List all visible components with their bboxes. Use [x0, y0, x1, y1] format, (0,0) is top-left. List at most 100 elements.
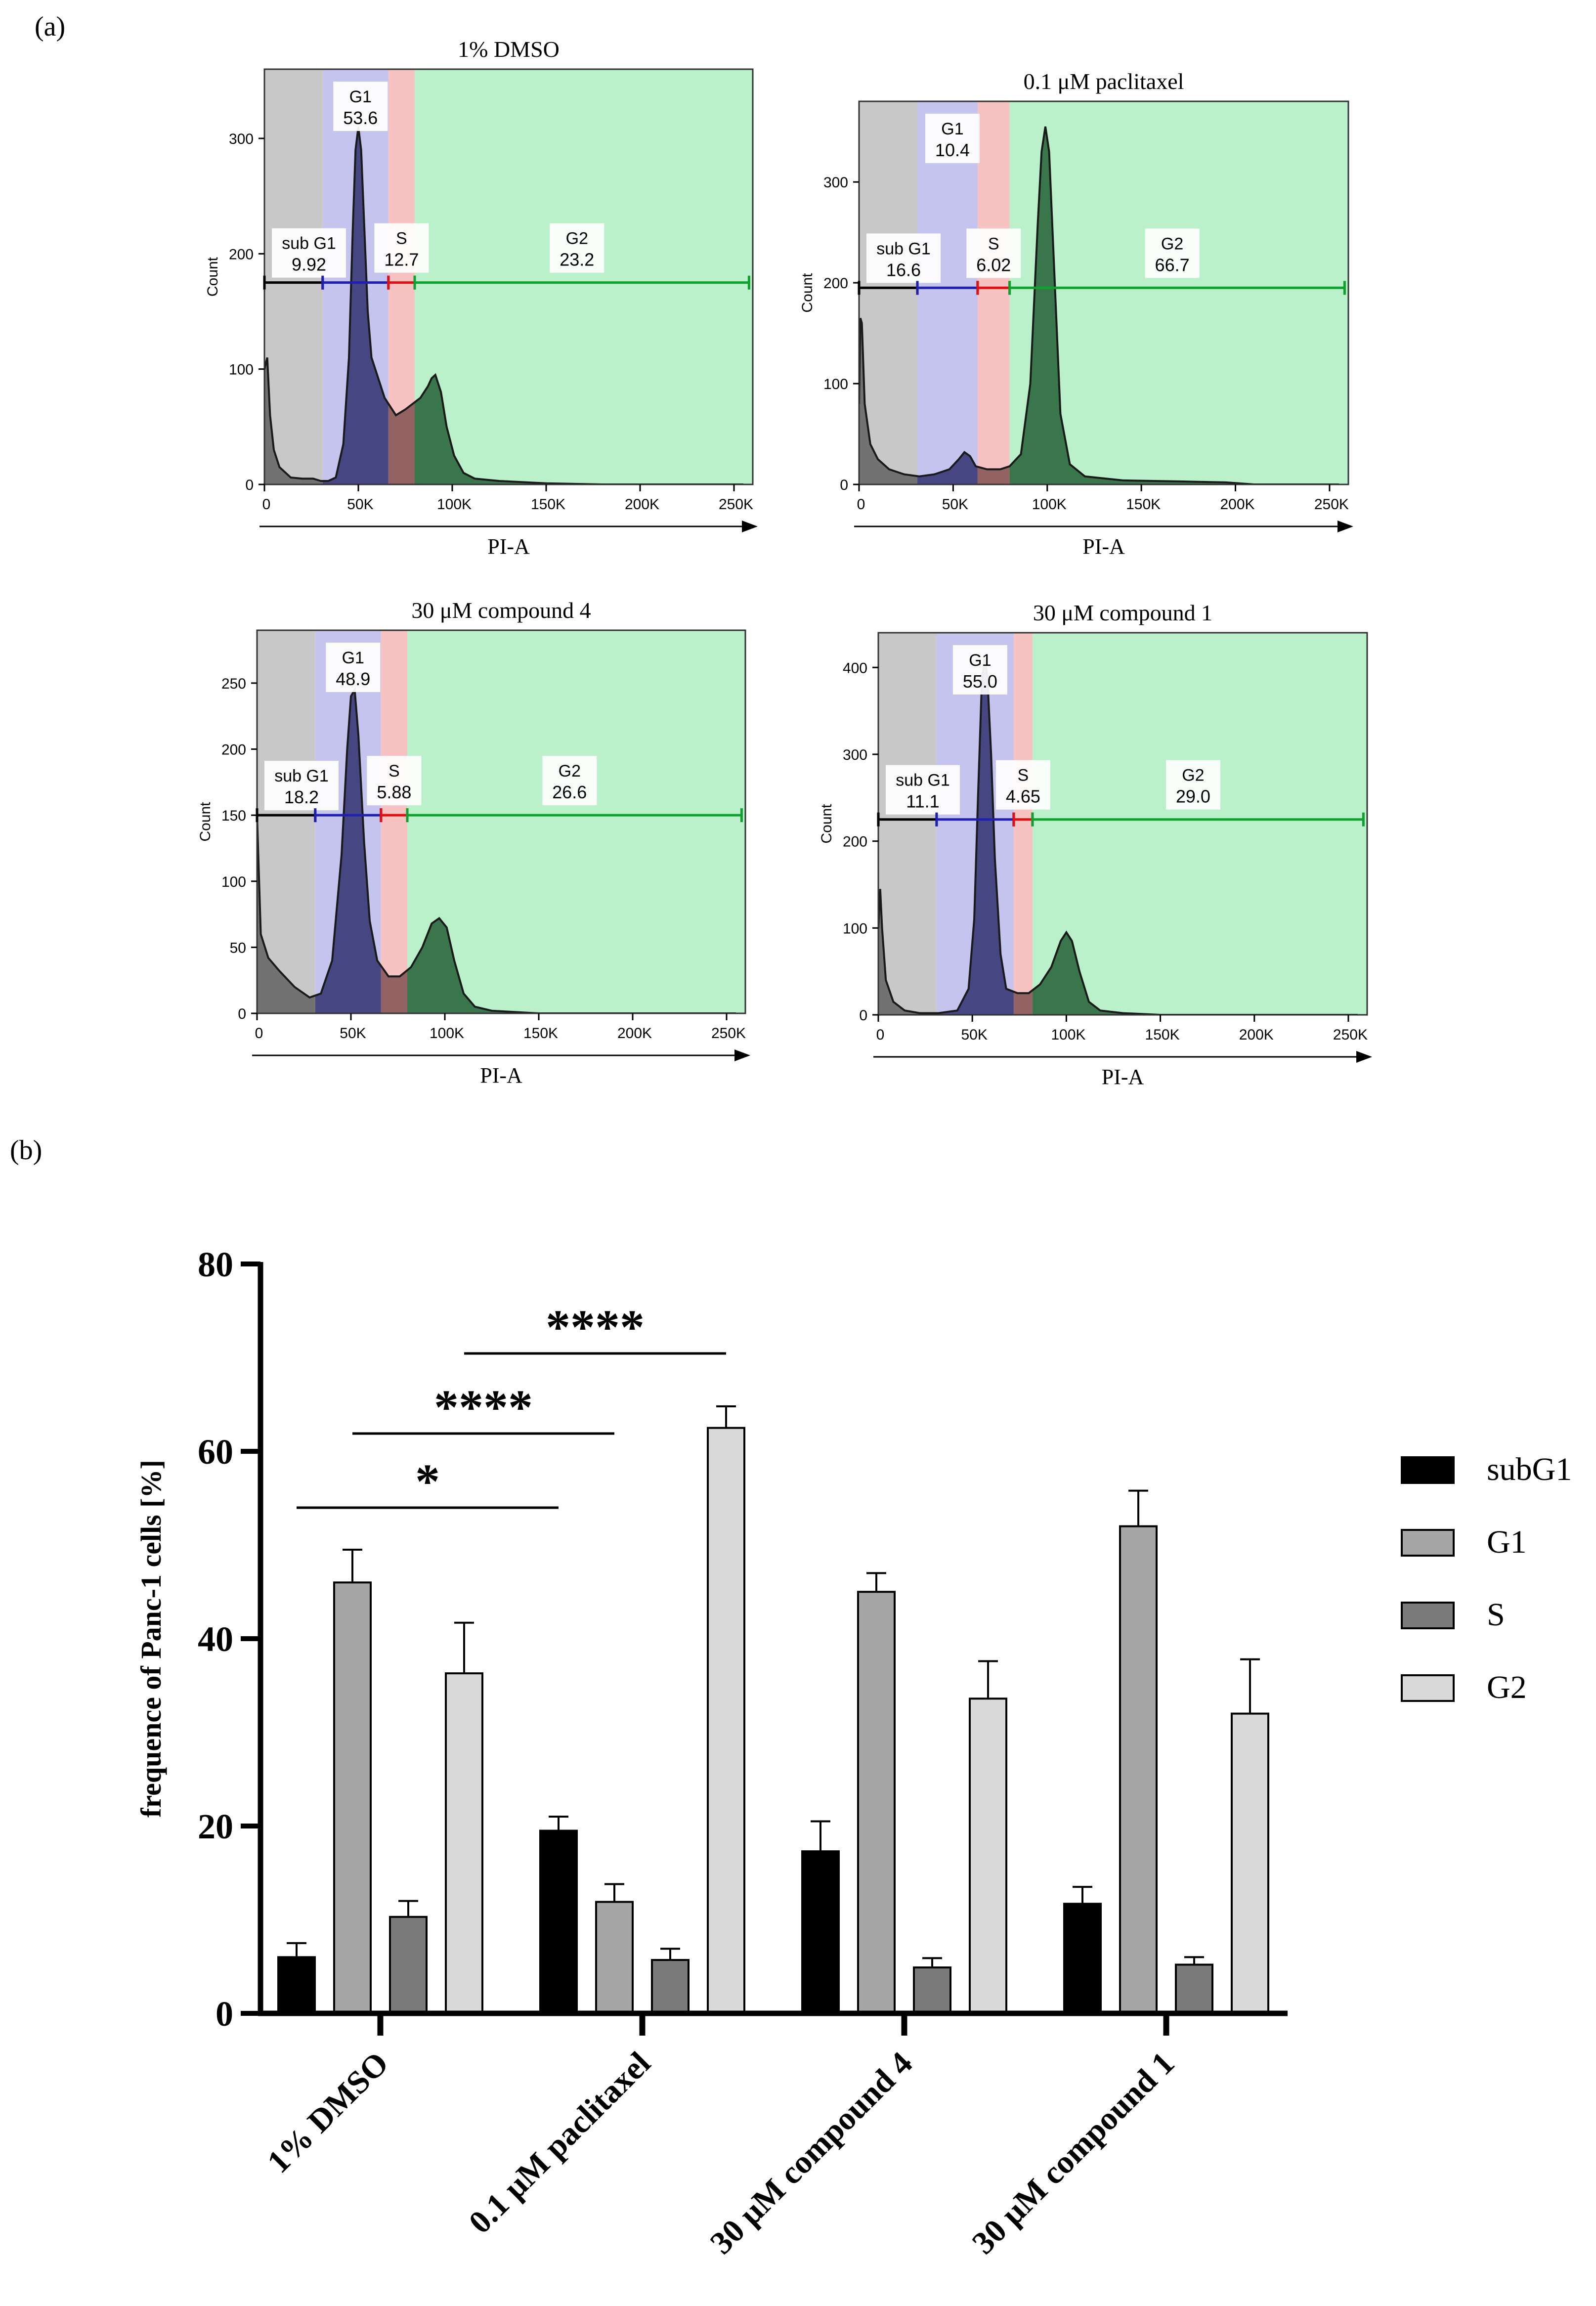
gate-percent-s: 4.65 — [1006, 786, 1040, 807]
gate-label-box-g1 — [326, 643, 381, 692]
x-tick-label: 100K — [1051, 1027, 1085, 1043]
legend-swatch-s — [1401, 1602, 1455, 1629]
y-tick-label: 80 — [198, 1245, 233, 1284]
y-tick-label: 250 — [221, 676, 246, 692]
histogram-fill-g2 — [407, 918, 736, 1013]
gate-label-box-g1 — [952, 645, 1007, 695]
y-tick-label: 0 — [216, 1994, 233, 2034]
x-tick-label: 250K — [1333, 1027, 1368, 1043]
gate-region-s — [977, 101, 1010, 484]
x-axis-label: PI-A — [1082, 534, 1125, 559]
gate-label-box-s — [966, 228, 1021, 278]
histogram-fill-subg1 — [257, 815, 315, 1013]
x-tick-label: 0 — [876, 1027, 885, 1043]
bar-subg1 — [277, 1956, 316, 2015]
gate-region-subg1 — [257, 630, 315, 1013]
bar-g2 — [969, 1697, 1007, 2014]
x-axis-arrow-head — [742, 521, 758, 532]
x-tick-label: 50K — [942, 496, 968, 513]
gate-label-box-s — [367, 756, 422, 806]
x-tick-label: 50K — [961, 1027, 987, 1043]
gate-label-box-g2 — [1165, 760, 1220, 810]
histogram-fill-g1 — [917, 452, 978, 484]
y-tick-label: 0 — [840, 477, 848, 493]
panel-label-b: (b) — [10, 1135, 42, 1166]
bar-s — [651, 1958, 690, 2015]
panel-title: 30 μM compound 4 — [411, 598, 591, 623]
gate-name-g1: G1 — [349, 87, 372, 106]
x-tick-label: 150K — [1126, 496, 1161, 513]
bar-g1 — [333, 1581, 372, 2015]
x-axis-arrow-head — [734, 1049, 750, 1061]
panel-title: 30 μM compound 1 — [1033, 600, 1212, 625]
gate-percent-g2: 26.6 — [552, 782, 587, 802]
significance-label: **** — [546, 1300, 645, 1354]
histogram-fill-g2 — [1032, 932, 1358, 1015]
x-axis-arrow-head — [1356, 1051, 1372, 1063]
gate-name-subg1: sub G1 — [896, 771, 950, 790]
y-tick-label: 300 — [823, 174, 848, 191]
y-tick-label: 400 — [843, 660, 867, 676]
y-tick-label: 300 — [843, 747, 867, 763]
gate-percent-g2: 66.7 — [1155, 255, 1190, 275]
y-tick-label: 200 — [221, 742, 246, 758]
gate-label-box-g2 — [1145, 228, 1200, 278]
gate-name-g1: G1 — [941, 120, 963, 138]
y-tick-label: 60 — [198, 1432, 233, 1472]
y-tick-label: 0 — [238, 1006, 246, 1022]
histogram-fill-s — [977, 466, 1010, 484]
legend-swatch-subg1 — [1401, 1456, 1455, 1484]
y-axis-label: Count — [819, 804, 835, 844]
gate-name-g2: G2 — [559, 762, 581, 781]
bar-g2 — [707, 1427, 745, 2014]
x-tick-label: 100K — [1032, 496, 1067, 513]
bar-subg1 — [539, 1829, 578, 2015]
y-axis-label: Count — [197, 802, 214, 842]
y-axis-label: frequence of Panc-1 cells [%] — [135, 1460, 167, 1818]
gate-percent-g2: 23.2 — [560, 250, 594, 270]
bar-g2 — [445, 1672, 483, 2014]
bar-g2 — [1231, 1712, 1269, 2015]
gate-region-subg1 — [859, 101, 918, 484]
bar-s — [913, 1966, 951, 2015]
gate-region-g2 — [1032, 633, 1367, 1015]
gate-percent-g1: 48.9 — [336, 669, 370, 689]
x-axis-arrow-head — [1337, 521, 1353, 532]
x-tick-label: 250K — [1314, 496, 1349, 513]
y-tick-label: 100 — [843, 920, 867, 937]
gate-region-s — [381, 630, 407, 1013]
histogram-fill-g2 — [1009, 127, 1339, 484]
gate-name-g2: G2 — [566, 229, 588, 248]
legend-swatch-g1 — [1401, 1529, 1455, 1557]
x-tick-label: 50K — [347, 496, 373, 513]
histogram-fill-subg1 — [878, 889, 937, 1015]
histogram-fill-g1 — [315, 690, 381, 1013]
gate-percent-s: 5.88 — [377, 782, 411, 802]
x-tick-label: 0 — [262, 496, 271, 513]
gate-percent-subg1: 9.92 — [292, 255, 326, 275]
y-tick-label: 200 — [229, 246, 254, 262]
legend-label-g2: G2 — [1487, 1669, 1527, 1705]
x-tick-label: 100K — [430, 1025, 464, 1042]
gate-name-s: S — [388, 762, 400, 781]
gate-name-g1: G1 — [969, 651, 991, 670]
gate-name-subg1: sub G1 — [876, 239, 931, 258]
y-tick-label: 40 — [198, 1619, 233, 1659]
histogram-outline — [264, 127, 743, 484]
gate-label-box-g2 — [550, 223, 604, 273]
histogram-outline — [257, 686, 736, 1013]
y-tick-label: 0 — [245, 477, 254, 493]
gate-label-box-g2 — [542, 756, 597, 806]
gate-region-g2 — [407, 630, 745, 1013]
x-tick-label: 200K — [625, 496, 659, 513]
x-tick-label: 200K — [1220, 496, 1254, 513]
x-tick-label: 0 — [857, 496, 865, 513]
x-tick-label: 200K — [1239, 1027, 1274, 1043]
bar-subg1 — [1063, 1903, 1102, 2014]
bar-g1 — [857, 1591, 896, 2014]
bar-g1 — [595, 1901, 634, 2015]
y-axis-label: Count — [205, 257, 221, 297]
histogram-fill-s — [1013, 990, 1033, 1015]
x-tick-label: 150K — [1145, 1027, 1180, 1043]
